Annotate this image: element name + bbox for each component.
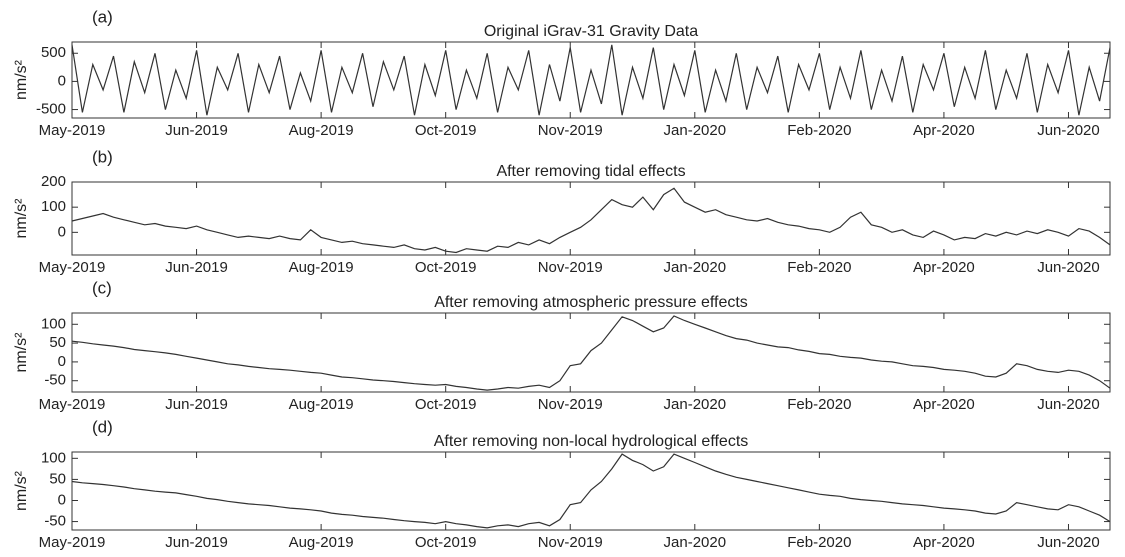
y-tick-label: 0 (58, 223, 66, 240)
x-tick-label: May-2019 (39, 396, 106, 413)
y-tick-label: 200 (41, 173, 66, 190)
y-tick-label: 100 (41, 449, 66, 466)
x-tick-label: Jun-2020 (1037, 259, 1100, 276)
x-tick-label: May-2019 (39, 122, 106, 139)
y-axis-label: nm/s² (13, 470, 30, 511)
y-tick-label: 0 (58, 72, 66, 89)
axes-frame (71, 451, 1111, 531)
panel-label: (b) (92, 147, 113, 166)
subplot-title: After removing tidal effects (496, 163, 685, 180)
subplot-title: After removing non-local hydrological ef… (434, 433, 749, 450)
x-tick-label: Jun-2019 (165, 396, 228, 413)
axes-frame (71, 181, 1111, 256)
x-tick-label: Nov-2019 (538, 259, 603, 276)
x-tick-label: Jan-2020 (664, 122, 727, 139)
panel-label: (c) (92, 278, 112, 297)
x-tick-label: Feb-2020 (787, 534, 851, 551)
x-tick-label: Oct-2019 (415, 396, 477, 413)
x-tick-label: Aug-2019 (289, 122, 354, 139)
y-tick-label: -50 (44, 513, 66, 530)
x-tick-label: Feb-2020 (787, 122, 851, 139)
x-tick-label: Feb-2020 (787, 259, 851, 276)
x-tick-label: Aug-2019 (289, 396, 354, 413)
x-tick-label: Jun-2020 (1037, 534, 1100, 551)
axes-frame (71, 41, 1111, 119)
x-tick-label: Nov-2019 (538, 396, 603, 413)
subplot-title: Original iGrav-31 Gravity Data (484, 23, 698, 40)
y-tick-label: -500 (36, 101, 66, 118)
y-axis-label: nm/s² (13, 332, 30, 373)
x-tick-label: May-2019 (39, 534, 106, 551)
y-tick-label: 0 (58, 491, 66, 508)
y-tick-label: 50 (49, 470, 66, 487)
x-tick-label: Nov-2019 (538, 534, 603, 551)
data-line (71, 44, 1111, 116)
panel-label: (d) (92, 417, 113, 436)
x-tick-label: Oct-2019 (415, 534, 477, 551)
x-tick-label: Aug-2019 (289, 534, 354, 551)
x-tick-label: Jan-2020 (664, 259, 727, 276)
panel-label: (a) (92, 7, 113, 26)
y-tick-label: 500 (41, 44, 66, 61)
data-line (71, 187, 1111, 254)
x-tick-label: Jun-2019 (165, 534, 228, 551)
x-tick-label: Apr-2020 (913, 122, 975, 139)
y-axis-label: nm/s² (13, 198, 30, 239)
x-tick-label: Feb-2020 (787, 396, 851, 413)
y-tick-label: 100 (41, 315, 66, 332)
subplot-title: After removing atmospheric pressure effe… (434, 294, 748, 311)
x-tick-label: Jan-2020 (664, 396, 727, 413)
y-tick-label: 0 (58, 353, 66, 370)
x-tick-label: Oct-2019 (415, 122, 477, 139)
y-tick-label: 50 (49, 334, 66, 351)
x-tick-label: Jun-2020 (1037, 122, 1100, 139)
data-line (71, 453, 1111, 529)
axes-frame (71, 312, 1111, 393)
x-tick-label: Aug-2019 (289, 259, 354, 276)
x-tick-label: Jun-2020 (1037, 396, 1100, 413)
x-tick-label: Apr-2020 (913, 259, 975, 276)
y-axis-label: nm/s² (13, 59, 30, 100)
y-tick-label: 100 (41, 198, 66, 215)
x-tick-label: Jan-2020 (664, 534, 727, 551)
y-tick-label: -50 (44, 372, 66, 389)
x-tick-label: Apr-2020 (913, 534, 975, 551)
x-tick-label: May-2019 (39, 259, 106, 276)
data-line (71, 315, 1111, 391)
x-tick-label: Jun-2019 (165, 122, 228, 139)
x-tick-label: Oct-2019 (415, 259, 477, 276)
x-tick-label: Jun-2019 (165, 259, 228, 276)
x-tick-label: Nov-2019 (538, 122, 603, 139)
x-tick-label: Apr-2020 (913, 396, 975, 413)
